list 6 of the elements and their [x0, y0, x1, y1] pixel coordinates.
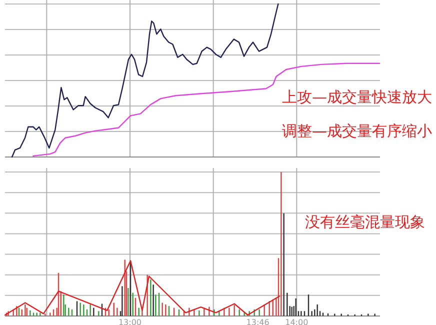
x-tick-label: 13:46: [246, 318, 270, 325]
x-tick-label: 13:00: [118, 318, 142, 325]
annotation: 上攻—成交量快速放大: [282, 88, 432, 106]
x-tick-label: 14:00: [285, 318, 308, 325]
annotation: 调整—成交量有序缩小: [282, 122, 432, 140]
annotation: 没有丝毫混量现象: [305, 213, 425, 231]
